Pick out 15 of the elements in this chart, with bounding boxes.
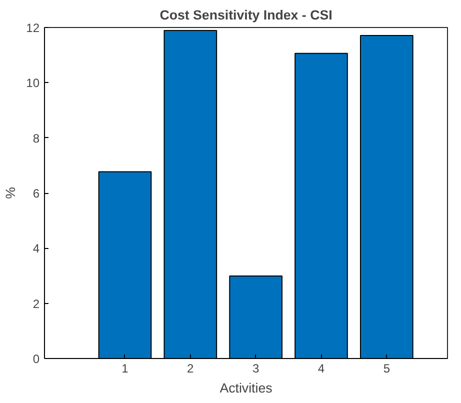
y-tick-label: 10 bbox=[26, 76, 40, 90]
y-tick-label: 0 bbox=[32, 352, 40, 366]
x-tick-label: 3 bbox=[252, 362, 260, 376]
x-tick-label: 4 bbox=[318, 362, 325, 376]
y-tick-label: 4 bbox=[32, 242, 40, 256]
y-tick-label: 8 bbox=[32, 131, 40, 146]
x-tick-label: 5 bbox=[383, 362, 390, 376]
x-axis-title: Activities bbox=[220, 380, 273, 396]
y-tick-label: 2 bbox=[32, 296, 40, 311]
x-tick-label: 2 bbox=[187, 362, 194, 376]
y-tick-label: 6 bbox=[32, 186, 40, 200]
y-axis-title: % bbox=[3, 186, 18, 199]
chart-title: Cost Sensitivity Index - CSI bbox=[160, 8, 332, 22]
x-tick-label: 1 bbox=[122, 362, 129, 376]
y-tick-label: 12 bbox=[26, 21, 40, 35]
